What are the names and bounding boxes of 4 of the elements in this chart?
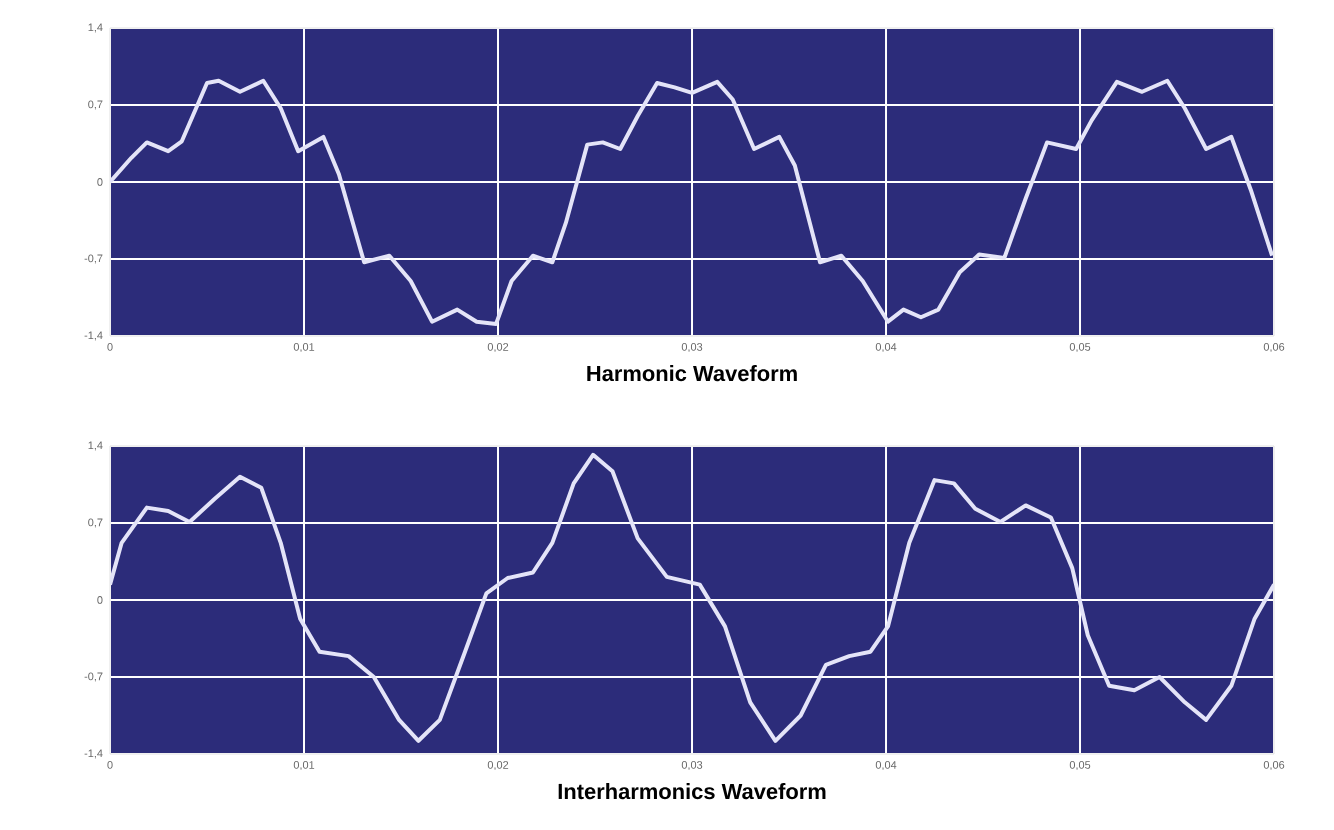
line-series <box>110 452 1275 743</box>
text: Harmonic Waveform <box>587 365 797 382</box>
line-series <box>110 78 1275 326</box>
text: Interharmonics Waveform <box>558 783 826 800</box>
